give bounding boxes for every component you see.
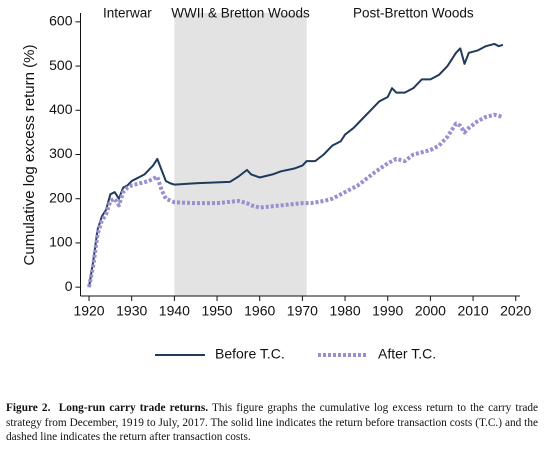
y-tick-label: 600 xyxy=(49,13,73,29)
caption-text: This figure graphs the cumulative log ex… xyxy=(6,402,539,443)
caption-title: Long-run carry trade returns. xyxy=(58,402,209,414)
series-line xyxy=(88,42,504,288)
y-tick-label: 400 xyxy=(49,101,73,117)
x-tick-label: 1930 xyxy=(116,303,147,319)
legend-label: After T.C. xyxy=(378,346,436,362)
x-tick-label: 1940 xyxy=(159,303,190,319)
period-label: WWII & Bretton Woods xyxy=(171,6,310,21)
x-tick-label: 1950 xyxy=(201,303,232,319)
period-label: Post-Bretton Woods xyxy=(353,6,474,21)
period-shade xyxy=(174,13,307,296)
x-tick-label: 1980 xyxy=(329,303,360,319)
figure-caption: Figure 2. Long-run carry trade returns. … xyxy=(6,401,538,445)
y-tick-label: 0 xyxy=(65,278,73,294)
x-tick-label: 2020 xyxy=(500,303,531,319)
period-label: Interwar xyxy=(103,6,152,21)
x-tick-label: 1990 xyxy=(372,303,403,319)
series-line xyxy=(87,112,504,288)
chart: Cumulative log excess return (%) Interwa… xyxy=(21,6,532,362)
x-tick-label: 2010 xyxy=(457,303,488,319)
x-tick-label: 1970 xyxy=(287,303,318,319)
x-tick-label: 2000 xyxy=(415,303,446,319)
y-tick-label: 200 xyxy=(49,189,73,205)
legend-label: Before T.C. xyxy=(215,346,285,362)
y-tick-label: 100 xyxy=(49,234,73,250)
y-tick-label: 500 xyxy=(49,57,73,73)
y-axis-label: Cumulative log excess return (%) xyxy=(21,45,38,266)
y-tick-label: 300 xyxy=(49,145,73,161)
x-tick-label: 1920 xyxy=(73,303,104,319)
caption-label: Figure 2. xyxy=(6,402,51,414)
x-tick-label: 1960 xyxy=(244,303,275,319)
